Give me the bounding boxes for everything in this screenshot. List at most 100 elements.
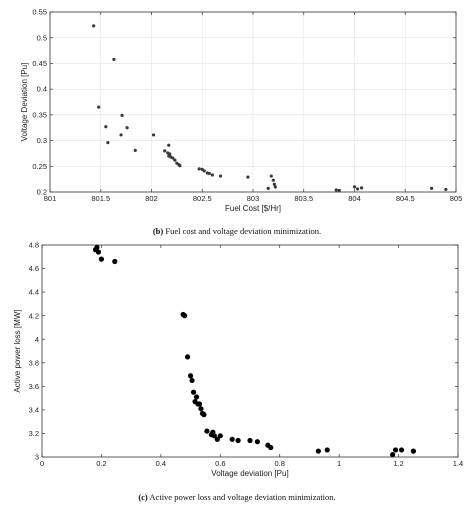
x-tick-label: 1.4: [453, 459, 463, 468]
data-point: [246, 175, 249, 178]
data-point: [236, 438, 241, 443]
y-tick-label: 0.25: [32, 162, 47, 171]
data-point: [119, 133, 122, 136]
data-point: [247, 438, 252, 443]
y-tick-label: 4.2: [29, 311, 39, 320]
y-tick-label: 0.45: [32, 59, 47, 68]
caption-c-letter: (c): [138, 492, 147, 502]
data-point: [356, 187, 359, 190]
data-point: [208, 172, 211, 175]
data-point: [188, 373, 193, 378]
y-tick-label: 0.35: [32, 110, 47, 119]
y-tick-label: 0.3: [37, 136, 47, 145]
data-point: [112, 259, 117, 264]
data-point: [203, 169, 206, 172]
x-tick-label: 804: [348, 194, 361, 203]
x-tick-label: 801.5: [91, 194, 110, 203]
data-point: [218, 433, 223, 438]
y-tick-label: 3.2: [29, 429, 39, 438]
x-tick-label: 803: [247, 194, 260, 203]
plot-area-c: [42, 245, 458, 457]
data-point: [444, 188, 447, 191]
data-point: [152, 133, 155, 136]
data-point: [338, 189, 341, 192]
caption-b-text: Fuel cost and voltage deviation minimiza…: [165, 226, 321, 236]
y-tick-label: 4.8: [29, 241, 39, 250]
data-point: [198, 406, 203, 411]
y-tick-label: 0.5: [37, 33, 47, 42]
x-tick-label: 0.8: [274, 459, 284, 468]
data-point: [96, 249, 101, 254]
y-tick-label: 4: [35, 335, 39, 344]
y-tick-label: 4.4: [29, 288, 39, 297]
caption-c: (c) Active power loss and voltage deviat…: [0, 492, 474, 502]
data-point: [353, 185, 356, 188]
x-tick-label: 802.5: [193, 194, 212, 203]
data-point: [268, 445, 273, 450]
y-tick-label: 3.8: [29, 358, 39, 367]
data-point: [201, 412, 206, 417]
caption-c-text: Active power loss and voltage deviation …: [149, 492, 335, 502]
data-point: [274, 185, 277, 188]
data-point: [390, 452, 395, 457]
data-point: [197, 401, 202, 406]
data-point: [267, 187, 270, 190]
chart-b: 801 801.5 802 802.5 803 803.5 804 804.5 805 0.2 0.…: [20, 8, 462, 213]
x-tick-label: 1.2: [393, 459, 403, 468]
data-point: [126, 126, 129, 129]
data-point: [211, 173, 214, 176]
caption-b-letter: (b): [153, 226, 163, 236]
x-tick-label: 802: [145, 194, 158, 203]
data-point: [430, 187, 433, 190]
data-point: [191, 390, 196, 395]
x-tick-label: 804.5: [396, 194, 415, 203]
data-point: [360, 186, 363, 189]
y-tick-label: 3.6: [29, 382, 39, 391]
data-point: [182, 313, 187, 318]
data-point: [178, 164, 181, 167]
y-tick-label: 3.4: [29, 405, 39, 414]
data-point: [106, 141, 109, 144]
data-point: [92, 24, 95, 27]
x-tick-label: 805: [450, 194, 463, 203]
data-point: [189, 378, 194, 383]
data-point: [97, 106, 100, 109]
chart-c: 0 0.2 0.4 0.6 0.8 1 1.2 1.4 3 3.2 3.4 3.6 3.8 4 4.2 4.4…: [13, 241, 463, 478]
data-point: [230, 437, 235, 442]
data-point: [393, 447, 398, 452]
x-tick-label: 0.2: [96, 459, 106, 468]
data-point: [94, 245, 99, 250]
data-point: [325, 447, 330, 452]
data-point: [134, 149, 137, 152]
data-point: [198, 167, 201, 170]
data-point: [173, 159, 176, 162]
x-axis-label: Voltage deviation [Pu]: [211, 469, 288, 478]
y-tick-label: 3: [35, 453, 39, 462]
y-tick-label: 0.2: [37, 188, 47, 197]
data-point: [204, 428, 209, 433]
y-tick-label: 4.6: [29, 264, 39, 273]
y-axis-label: Voltage Deviation [Pu]: [20, 63, 29, 142]
caption-b: (b) Fuel cost and voltage deviation mini…: [0, 226, 474, 236]
data-point: [167, 154, 170, 157]
data-point: [411, 449, 416, 454]
data-point: [99, 257, 104, 262]
data-point: [120, 114, 123, 117]
data-point: [185, 354, 190, 359]
data-point: [335, 188, 338, 191]
y-tick-label: 0.55: [32, 8, 47, 17]
x-axis-label: Fuel Cost [$/Hr]: [225, 204, 281, 213]
data-point: [194, 394, 199, 399]
data-point: [219, 174, 222, 177]
x-tick-label: 1: [337, 459, 341, 468]
data-point: [163, 149, 166, 152]
data-point: [272, 179, 275, 182]
data-point: [270, 174, 273, 177]
data-point: [112, 58, 115, 61]
x-tick-label: 0.4: [156, 459, 166, 468]
data-point: [167, 144, 170, 147]
x-tick-label: 0.6: [215, 459, 225, 468]
data-point: [255, 439, 260, 444]
x-tick-label: 0: [40, 459, 44, 468]
